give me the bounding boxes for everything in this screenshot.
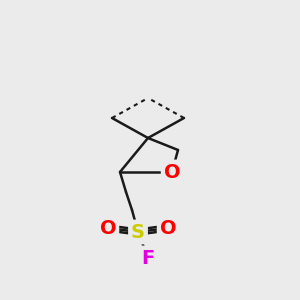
Text: O: O (164, 163, 180, 182)
Text: O: O (160, 218, 176, 238)
Text: O: O (100, 218, 116, 238)
Text: S: S (131, 223, 145, 242)
Text: F: F (141, 248, 154, 268)
